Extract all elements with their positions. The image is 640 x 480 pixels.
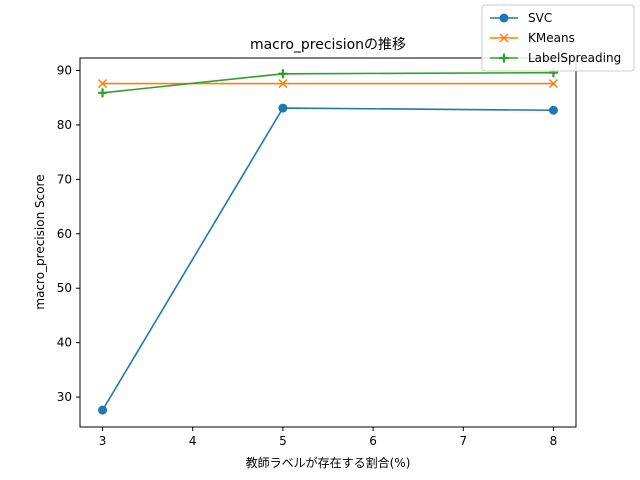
y-tick-label: 90 (57, 64, 72, 78)
y-tick-label: 30 (57, 390, 72, 404)
data-point-svc (278, 103, 288, 113)
y-tick-label: 50 (57, 281, 72, 295)
x-tick-label: 7 (459, 434, 467, 448)
data-point-kmeans (548, 79, 558, 89)
plot-frame (79, 57, 577, 428)
legend-marker-svc (499, 13, 509, 23)
y-tick-label: 60 (57, 227, 72, 241)
y-tick-label: 40 (57, 336, 72, 350)
data-point-labelspreading (278, 69, 288, 79)
series-line-labelspreading (102, 71, 554, 94)
x-tick-label: 4 (189, 434, 197, 448)
y-tick-label: 80 (57, 118, 72, 132)
legend: SVC KMeans LabelSpreading (481, 4, 635, 72)
legend-marker-labelspreading (499, 53, 509, 63)
legend-box (481, 4, 635, 72)
series-line-svc (101, 107, 554, 411)
x-tick-label: 8 (550, 434, 558, 448)
data-point-kmeans (98, 79, 108, 89)
x-tick-label: 6 (369, 434, 377, 448)
x-tick-label: 3 (99, 434, 107, 448)
data-point-labelspreading (98, 88, 108, 98)
x-tick-label: 5 (279, 434, 287, 448)
y-axis-label: macro_precision Score (33, 174, 47, 309)
data-point-kmeans (278, 79, 288, 89)
legend-marker-kmeans (499, 33, 509, 43)
legend-label-svc: SVC (528, 11, 552, 25)
y-tick-label: 70 (57, 172, 72, 186)
data-point-svc (548, 105, 558, 115)
chart-title: macro_precisionの推移 (250, 37, 406, 53)
axis-ticks: 3 4 5 6 7 8 30 40 50 60 70 80 90 (57, 64, 558, 448)
legend-label-labelspreading: LabelSpreading (528, 51, 621, 65)
series-group (98, 68, 558, 415)
legend-label-kmeans: KMeans (528, 31, 575, 45)
data-point-svc (98, 405, 108, 415)
x-axis-label: 教師ラベルが存在する割合(%) (246, 455, 411, 470)
